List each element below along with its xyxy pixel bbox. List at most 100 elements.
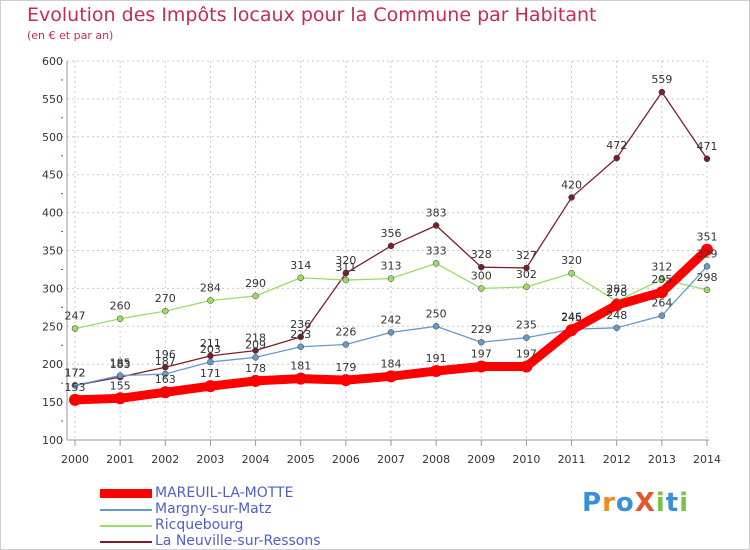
data-label-neuville: 196 <box>155 348 176 361</box>
data-label-ricquebourg: 333 <box>426 244 447 257</box>
data-point-neuville <box>658 88 666 96</box>
data-point-mareuil <box>475 360 488 373</box>
data-point-ricquebourg <box>568 269 575 277</box>
data-point-mareuil <box>114 392 127 405</box>
data-point-ricquebourg <box>523 283 530 291</box>
data-label-margny: 246 <box>561 310 582 323</box>
data-label-ricquebourg: 313 <box>381 260 402 273</box>
x-tick-label: 2008 <box>422 453 450 466</box>
data-label-neuville: 327 <box>516 249 537 262</box>
data-point-margny <box>432 323 440 330</box>
data-point-neuville <box>703 155 711 163</box>
data-point-ricquebourg <box>387 275 395 282</box>
x-tick-label: 2000 <box>61 453 89 466</box>
data-label-ricquebourg: 284 <box>200 282 221 295</box>
logo-letter: r <box>602 488 616 518</box>
legend-swatch-neuville <box>100 541 152 543</box>
data-point-margny <box>523 334 530 341</box>
data-label-margny: 226 <box>335 325 356 338</box>
data-point-mareuil <box>701 243 713 256</box>
data-label-mareuil: 278 <box>606 286 627 299</box>
data-label-mareuil: 351 <box>697 231 718 244</box>
data-label-neuville: 328 <box>471 248 492 261</box>
data-point-ricquebourg <box>342 276 350 284</box>
data-label-mareuil: 197 <box>471 347 492 360</box>
data-label-mareuil: 245 <box>561 311 582 324</box>
y-tick-label: 600 <box>42 55 63 68</box>
data-label-neuville: 383 <box>426 206 447 219</box>
logo-letter: i <box>679 488 690 518</box>
data-point-ricquebourg <box>297 274 304 282</box>
data-label-ricquebourg: 270 <box>155 292 176 305</box>
x-tick-label: 2013 <box>648 453 676 466</box>
logo-letter: t <box>665 488 680 518</box>
logo-letter: P <box>582 488 603 518</box>
data-label-neuville: 236 <box>290 318 311 331</box>
data-label-ricquebourg: 247 <box>65 310 86 323</box>
data-point-mareuil <box>655 286 668 299</box>
data-label-ricquebourg: 260 <box>110 300 131 313</box>
data-label-ricquebourg: 300 <box>471 269 492 282</box>
data-label-mareuil: 184 <box>381 357 402 370</box>
data-label-ricquebourg: 283 <box>606 282 627 295</box>
data-label-margny: 187 <box>155 355 176 368</box>
data-label-margny: 229 <box>471 323 492 336</box>
data-label-ricquebourg: 290 <box>245 277 266 290</box>
data-label-neuville: 320 <box>335 254 356 267</box>
x-tick-label: 2006 <box>332 453 360 466</box>
data-point-neuville <box>523 264 530 272</box>
data-point-margny <box>342 341 350 348</box>
data-point-margny <box>297 343 304 351</box>
data-label-mareuil: 155 <box>110 379 131 392</box>
chart-title: Evolution des Impôts locaux pour la Comm… <box>27 4 597 26</box>
x-tick-label: 2004 <box>242 453 270 466</box>
data-point-neuville <box>568 194 575 201</box>
data-label-margny: 223 <box>290 328 311 341</box>
logo-letter: o <box>615 488 635 518</box>
data-point-neuville <box>297 333 304 341</box>
data-point-neuville <box>432 222 440 229</box>
data-label-mareuil: 179 <box>335 361 356 374</box>
data-label-mareuil: 178 <box>245 362 266 375</box>
data-label-margny: 235 <box>516 319 537 332</box>
data-label-mareuil: 197 <box>516 347 537 360</box>
data-label-neuville: 183 <box>110 358 131 371</box>
data-point-ricquebourg <box>71 325 79 332</box>
x-tick-label: 2012 <box>603 453 631 466</box>
x-tick-label: 2007 <box>377 453 405 466</box>
data-point-mareuil <box>69 393 81 406</box>
data-point-margny <box>71 382 79 389</box>
x-tick-label: 2002 <box>151 453 179 466</box>
data-label-ricquebourg: 312 <box>651 260 672 273</box>
data-point-ricquebourg <box>658 276 666 283</box>
legend-swatch-margny <box>100 509 152 511</box>
data-label-ricquebourg: 302 <box>516 268 537 281</box>
data-point-mareuil <box>204 380 217 393</box>
data-point-neuville <box>387 242 395 250</box>
data-point-margny <box>387 329 395 336</box>
x-tick-label: 2011 <box>558 453 586 466</box>
data-point-neuville <box>342 269 350 277</box>
data-label-neuville: 420 <box>561 178 582 191</box>
data-point-ricquebourg <box>116 315 124 322</box>
logo-letter: X <box>634 488 656 518</box>
x-tick-label: 2003 <box>196 453 224 466</box>
data-label-margny: 250 <box>426 307 447 320</box>
data-point-ricquebourg <box>162 307 169 315</box>
data-label-mareuil: 171 <box>200 367 221 380</box>
data-label-margny: 248 <box>606 309 627 322</box>
data-label-neuville: 172 <box>65 366 86 379</box>
data-point-mareuil <box>385 370 397 383</box>
x-tick-label: 2005 <box>287 453 315 466</box>
data-label-mareuil: 181 <box>290 360 311 373</box>
data-point-mareuil <box>565 324 578 337</box>
x-tick-label: 2009 <box>467 453 495 466</box>
data-point-margny <box>703 263 711 270</box>
data-label-mareuil: 191 <box>426 352 447 365</box>
data-label-margny: 172 <box>65 366 86 379</box>
data-label-ricquebourg: 311 <box>335 261 356 274</box>
data-label-neuville: 472 <box>606 139 627 152</box>
chart-subtitle: (en € et par an) <box>27 29 114 42</box>
